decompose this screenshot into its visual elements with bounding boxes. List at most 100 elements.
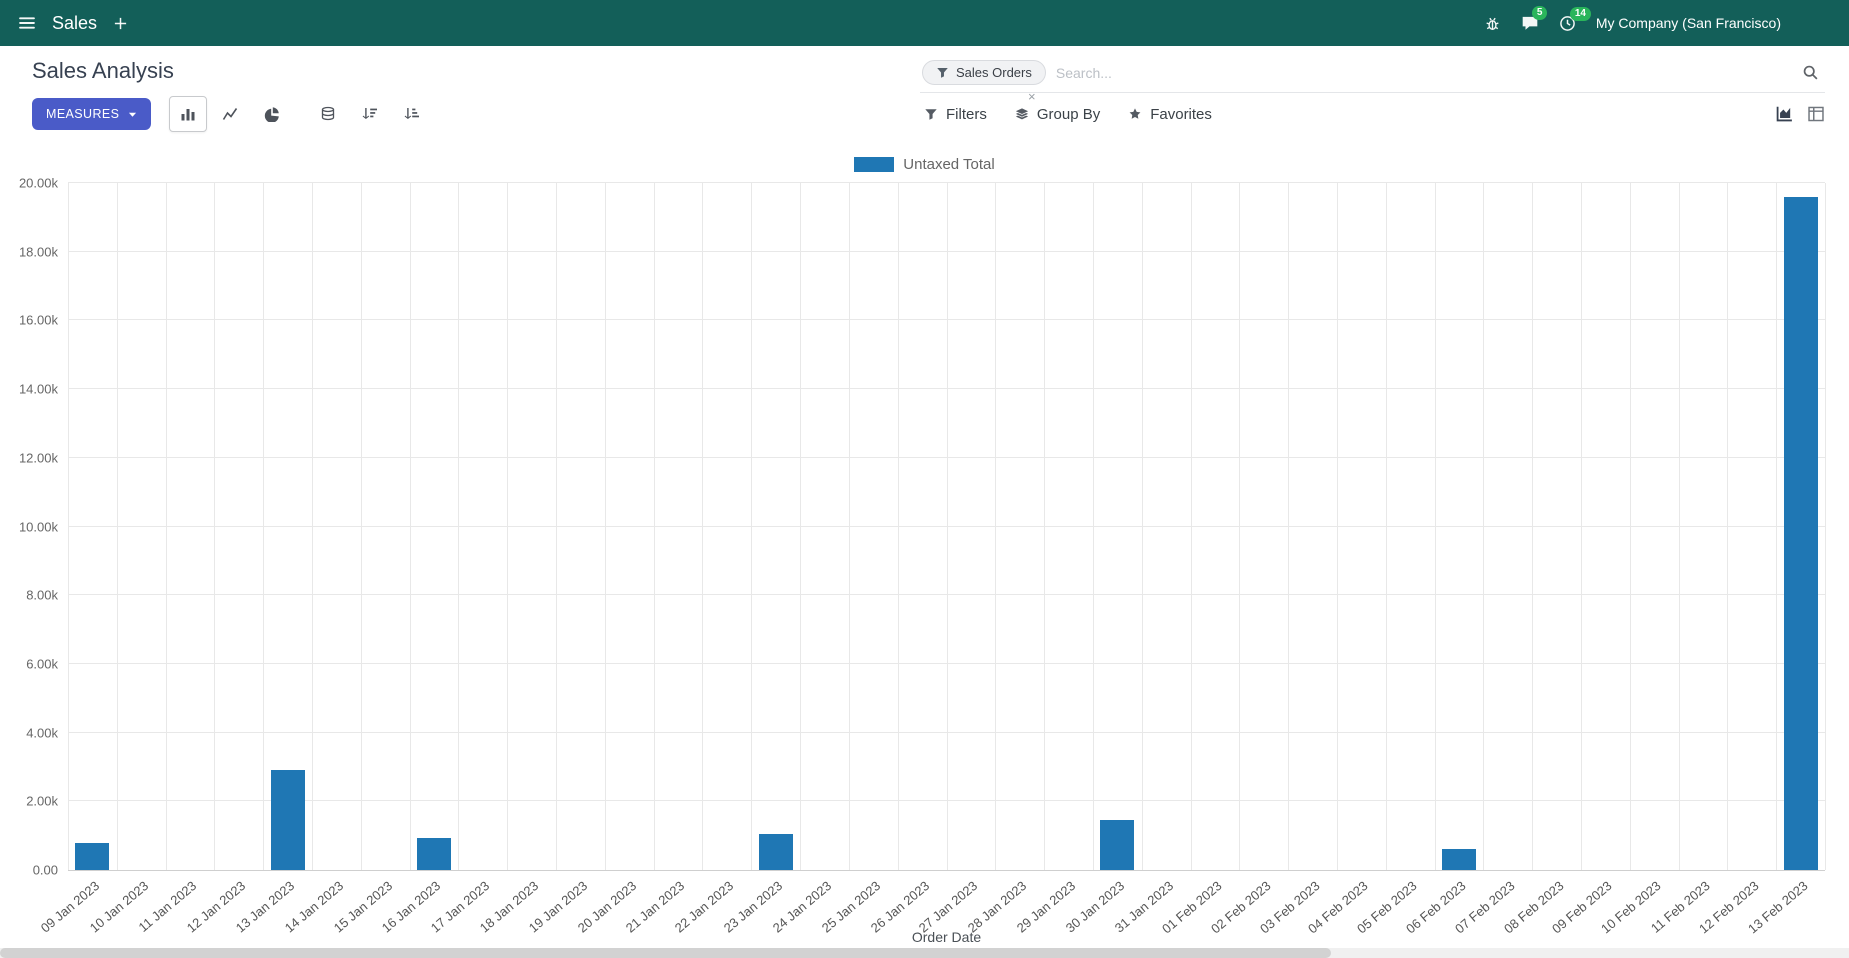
scrollbar-thumb[interactable] [0,948,1332,958]
bug-icon[interactable] [1484,15,1501,32]
user-avatar[interactable] [1801,8,1831,38]
v-gridline [848,183,850,870]
filter-icon [936,66,949,79]
v-gridline [751,183,753,870]
company-selector[interactable]: My Company (San Francisco) [1595,15,1781,31]
top-navbar: Sales 5 14 My Company (San Francisco) [0,0,1849,46]
v-gridline [995,183,997,870]
menu-icon[interactable] [18,14,36,32]
v-gridline [1336,183,1338,870]
messages-badge: 5 [1531,6,1548,20]
line-chart-icon [223,108,238,120]
page-title: Sales Analysis [32,58,174,83]
pivot-view-icon [1808,106,1824,122]
facet-remove-icon[interactable]: × [1028,89,1036,104]
pie-chart-button[interactable] [253,96,291,132]
graph-options-group [309,96,431,132]
v-gridline [1141,183,1143,870]
v-gridline [1532,183,1534,870]
v-gridline [458,183,460,870]
measures-button[interactable]: MEASURES [32,98,152,130]
y-tick-label: 14.00k [18,381,58,397]
activities-button[interactable]: 14 [1559,6,1591,32]
filters-menu[interactable]: Filters [924,106,987,123]
graph-toolbar: MEASURES [32,96,431,132]
v-gridline [263,183,265,870]
v-gridline [1825,183,1826,870]
messages-icon [1521,14,1539,32]
x-axis-title: Order Date [911,929,982,945]
v-gridline [604,183,606,870]
y-tick-label: 20.00k [18,175,58,191]
chart-bar[interactable] [416,838,452,870]
v-gridline [800,183,802,870]
v-gridline [1239,183,1241,870]
v-gridline [1434,183,1436,870]
sort-desc-icon [362,108,378,119]
chart-bar[interactable] [1100,819,1135,870]
favorites-icon [1128,107,1142,121]
chart-bar[interactable] [1441,848,1477,870]
group-by-menu[interactable]: Group By [1015,106,1100,123]
stacked-icon [322,106,335,121]
v-gridline [1385,183,1387,870]
view-switcher [1775,105,1825,123]
search-bar[interactable]: Sales Orders × [920,58,1825,103]
v-gridline [1190,183,1192,870]
chart-legend[interactable]: Untaxed Total [0,156,1849,173]
v-gridline [1629,183,1631,870]
group-by-icon [1015,107,1029,121]
chart-bar[interactable] [75,843,110,870]
v-gridline [1483,183,1485,870]
favorites-label: Favorites [1150,105,1212,123]
chart-bar[interactable] [1783,196,1818,870]
sort-asc-icon [404,108,420,119]
v-gridline [702,183,704,870]
v-gridline [409,183,411,870]
plus-icon[interactable] [113,16,128,31]
v-gridline [653,183,655,870]
search-facet-sales-orders[interactable]: Sales Orders [922,60,1046,85]
search-icon[interactable] [1802,64,1819,81]
legend-label: Untaxed Total [903,156,995,173]
v-gridline [116,183,118,870]
v-gridline [68,183,69,870]
chart-bar[interactable] [270,770,305,870]
sort-desc-button[interactable] [351,96,389,132]
v-gridline [1288,183,1290,870]
search-input[interactable] [1055,64,1792,81]
activities-icon [1559,15,1576,32]
v-gridline [214,183,216,870]
favorites-menu[interactable]: Favorites [1128,106,1212,123]
activities-badge: 14 [1569,6,1591,21]
y-tick-label: 2.00k [26,793,58,809]
group-by-label: Group By [1036,105,1101,123]
graph-view-button[interactable] [1775,105,1793,123]
bar-chart-icon [181,109,195,121]
sort-asc-button[interactable] [393,96,431,132]
legend-swatch [854,157,895,172]
app-menu-sales[interactable]: Sales [52,12,98,33]
caret-down-icon [128,110,137,119]
y-tick-label: 18.00k [18,244,58,260]
y-tick-label: 0.00 [32,862,58,878]
chart-bar[interactable] [758,833,793,870]
pivot-view-button[interactable] [1807,105,1825,123]
bar-chart-button[interactable] [169,96,208,132]
graph-view-icon [1776,106,1792,122]
v-gridline [165,183,167,870]
y-tick-label: 10.00k [18,519,58,534]
filter-icon [924,107,938,121]
v-gridline [312,183,314,870]
stacked-button[interactable] [309,96,347,132]
v-gridline [1776,183,1778,870]
h-gridline [68,182,1825,183]
plot-area: 0.00 2.00k 4.00k 6.00k 8.00k 10.00k 12.00k 14.0… [19,176,1826,878]
chart-canvas: 0.00 2.00k 4.00k 6.00k 8.00k 10.00k 12.00k 14.0… [19,176,1826,878]
y-tick-label: 16.00k [18,312,58,328]
horizontal-scrollbar[interactable] [0,948,1849,958]
messages-button[interactable]: 5 [1521,6,1548,32]
x-axis: 09 Jan 2023 10 Jan 2023 11 Jan 2023 12 Jan … [38,871,1825,936]
filters-label: Filters [946,105,987,123]
line-chart-button[interactable] [211,96,249,132]
